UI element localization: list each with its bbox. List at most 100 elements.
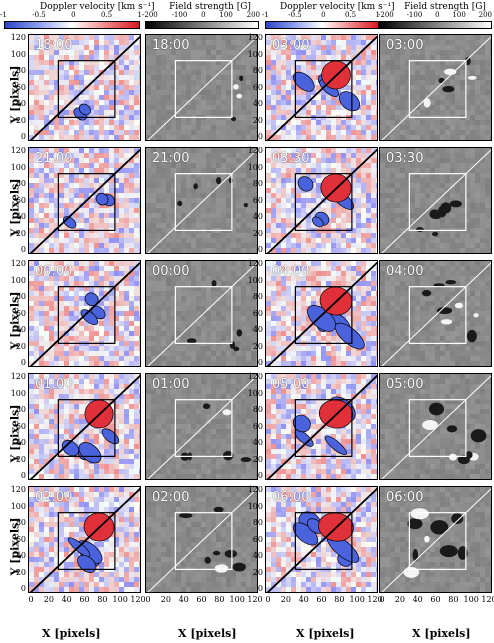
y-tick-label: 20 <box>252 228 263 238</box>
x-tick-label: 60 <box>430 595 441 604</box>
y-tick-label: 20 <box>252 341 263 351</box>
y-tick-label: 80 <box>15 292 26 301</box>
field-panel-0300: 03:00 <box>379 34 492 141</box>
x-tick-label: 100 <box>463 595 479 604</box>
panel-time-label: 02:00 <box>152 490 190 505</box>
doppler-panel-1800: 18:00 <box>28 34 141 141</box>
doppler-colorbar <box>4 21 140 29</box>
field-colorbar-title-right: Field strength [G] <box>404 2 486 12</box>
y-tick-label: 60 <box>15 308 26 318</box>
y-tick-label: 60 <box>252 534 263 544</box>
panel-image <box>266 35 377 140</box>
y-tick-label: 120 <box>10 372 26 381</box>
x-tick-label: 60 <box>316 595 327 604</box>
y-tick-label: 0 <box>257 471 263 480</box>
y-tick-label: 40 <box>252 551 263 560</box>
y-tick-label: 100 <box>247 388 263 398</box>
field-panel-2100: 21:00 <box>145 147 258 254</box>
y-tick-label: 20 <box>15 341 26 351</box>
panel-image <box>146 261 257 366</box>
y-tick-label: 40 <box>252 325 263 334</box>
y-tick-label: 40 <box>15 325 26 334</box>
doppler-panel-0300: 03:00 <box>265 34 378 141</box>
doppler-panel-0330: 03:30 <box>265 147 378 254</box>
panel-time-label: 03:30 <box>386 151 424 166</box>
doppler-panel-0000: 00:00 <box>28 260 141 367</box>
y-tick-label: 60 <box>252 195 263 205</box>
y-tick-label: 120 <box>247 485 263 494</box>
x-tick-label: 20 <box>280 595 291 604</box>
x-tick-label: 120 <box>367 595 383 604</box>
y-tick-label: 20 <box>15 228 26 238</box>
x-tick-label: 60 <box>196 595 207 604</box>
panel-time-label: 01:00 <box>152 377 190 392</box>
panel-time-label: 04:00 <box>272 264 310 279</box>
y-tick-label: 60 <box>15 534 26 544</box>
panel-time-label: 02:00 <box>35 490 73 505</box>
panel-image <box>146 148 257 253</box>
field-panel-0400: 04:00 <box>379 260 492 367</box>
y-tick-label: 80 <box>252 518 263 527</box>
y-tick-label: 0 <box>20 471 26 480</box>
y-tick-label: 100 <box>10 275 26 285</box>
y-tick-label: 20 <box>15 567 26 577</box>
x-tick-label: 0 <box>379 595 385 604</box>
panel-image <box>380 487 491 592</box>
x-tick-label: 120 <box>247 595 263 604</box>
y-tick-label: 120 <box>10 259 26 268</box>
x-tick-label: 20 <box>43 595 54 604</box>
y-tick-label: 80 <box>15 405 26 414</box>
x-tick-label: 40 <box>178 595 189 604</box>
x-tick-label: 80 <box>214 595 225 604</box>
y-tick-label: 20 <box>15 454 26 464</box>
y-tick-label: 80 <box>15 66 26 75</box>
y-tick-label: 80 <box>252 405 263 414</box>
panel-image <box>146 487 257 592</box>
y-tick-label: 60 <box>15 195 26 205</box>
doppler-colorbar-title-right: Doppler velocity [km s⁻¹] <box>280 2 395 12</box>
panel-time-label: 05:00 <box>386 377 424 392</box>
y-tick-label: 0 <box>20 132 26 141</box>
panel-image <box>146 374 257 479</box>
field-panel-0330: 03:30 <box>379 147 492 254</box>
y-tick-label: 120 <box>247 259 263 268</box>
y-tick-label: 0 <box>257 132 263 141</box>
y-tick-label: 120 <box>247 146 263 155</box>
field-panel-1800: 18:00 <box>145 34 258 141</box>
x-tick-label: 40 <box>412 595 423 604</box>
field-colorbar-2 <box>379 21 492 29</box>
y-tick-label: 60 <box>252 421 263 431</box>
y-tick-label: 80 <box>15 518 26 527</box>
panel-image <box>29 487 140 592</box>
y-tick-label: 40 <box>252 99 263 108</box>
y-tick-label: 100 <box>10 49 26 59</box>
doppler-panel-0200: 02:00 <box>28 486 141 593</box>
y-tick-label: 20 <box>15 115 26 125</box>
panel-time-label: 03:00 <box>386 38 424 53</box>
y-tick-label: 100 <box>247 501 263 511</box>
panel-time-label: 05:00 <box>272 377 310 392</box>
y-tick-label: 60 <box>15 82 26 92</box>
x-tick-label: 20 <box>394 595 405 604</box>
y-tick-label: 0 <box>257 358 263 367</box>
panel-image <box>266 487 377 592</box>
panel-time-label: 21:00 <box>35 151 73 166</box>
y-tick-label: 80 <box>252 66 263 75</box>
x-tick-label: 120 <box>130 595 146 604</box>
panel-time-label: 03:00 <box>272 38 310 53</box>
field-panel-0200: 02:00 <box>145 486 258 593</box>
x-tick-label: 100 <box>229 595 245 604</box>
y-tick-label: 120 <box>247 33 263 42</box>
y-tick-label: 80 <box>15 179 26 188</box>
panel-image <box>266 261 377 366</box>
x-tick-label: 40 <box>298 595 309 604</box>
panel-time-label: 06:00 <box>386 490 424 505</box>
x-tick-label: 40 <box>61 595 72 604</box>
x-tick-label: 80 <box>97 595 108 604</box>
y-tick-label: 120 <box>10 33 26 42</box>
doppler-panel-0100: 01:00 <box>28 373 141 480</box>
y-tick-label: 40 <box>15 438 26 447</box>
y-tick-label: 0 <box>257 584 263 593</box>
panel-time-label: 18:00 <box>35 38 73 53</box>
y-tick-label: 60 <box>15 421 26 431</box>
